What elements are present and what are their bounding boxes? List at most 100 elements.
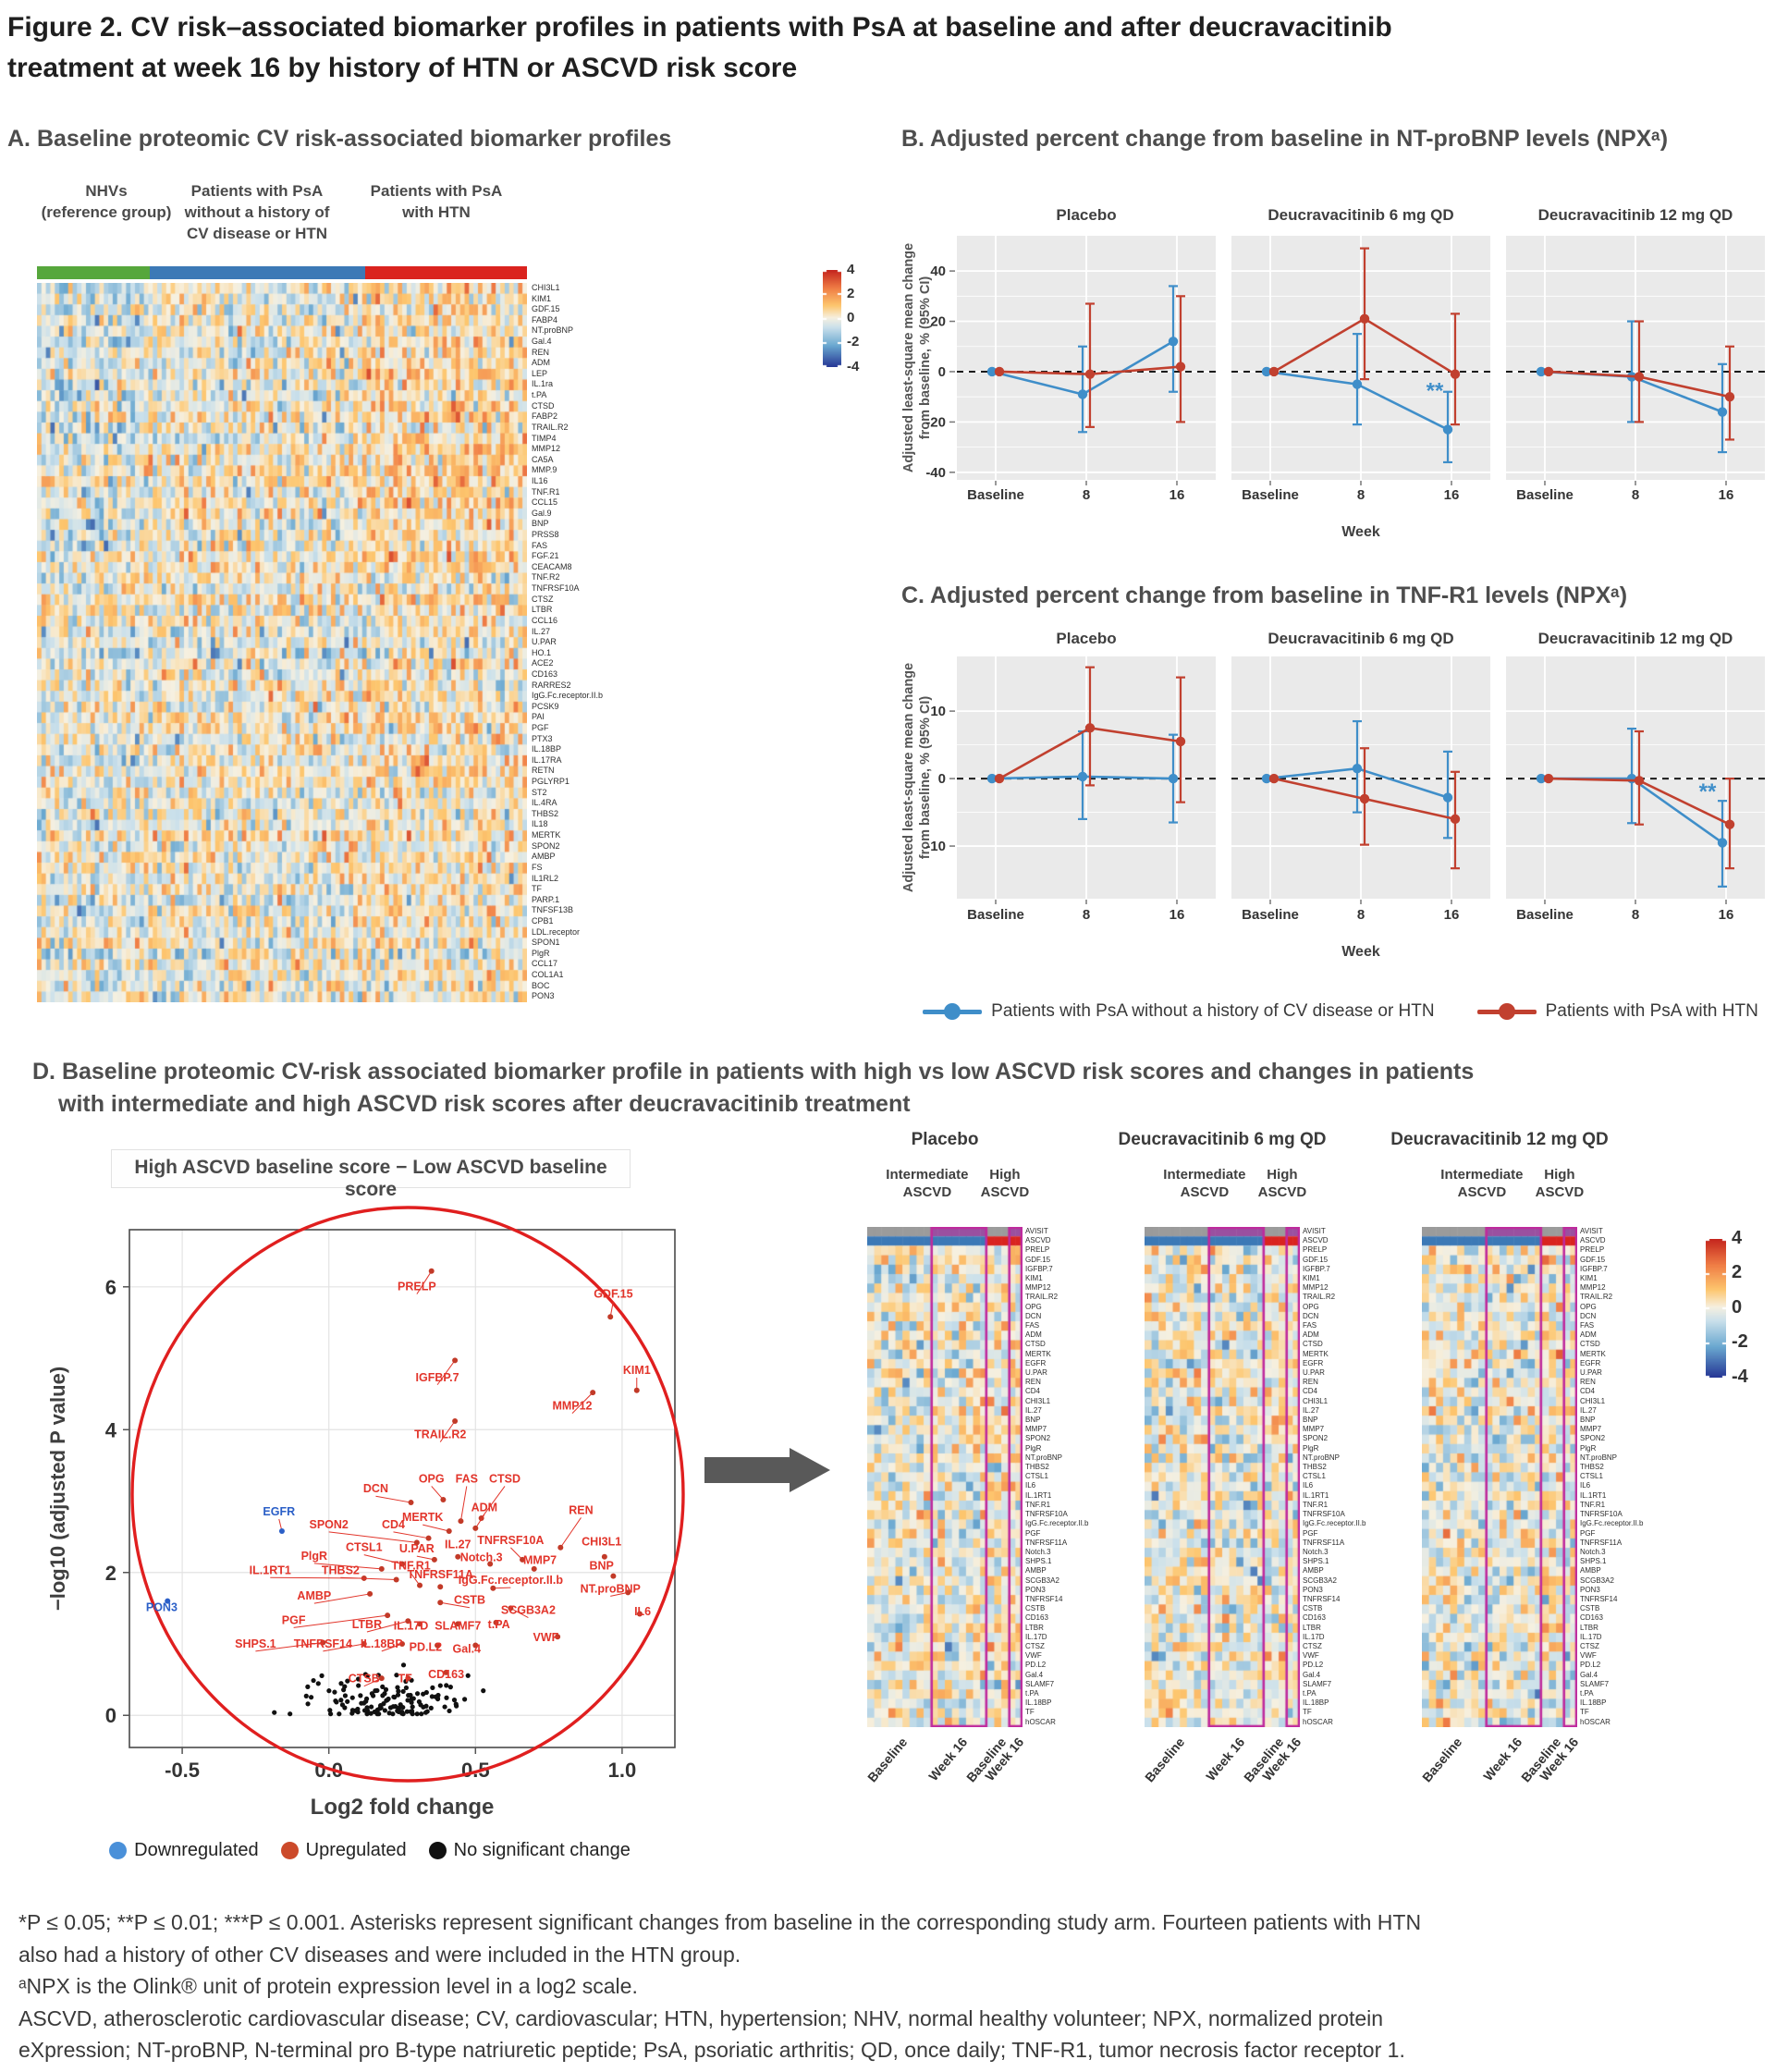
gene-point-label: BNP	[589, 1560, 613, 1573]
gene-label: GDF.15	[1303, 1255, 1329, 1264]
gene-label: PGF	[1025, 1528, 1041, 1538]
gene-label: THBS2	[1580, 1463, 1604, 1472]
x-tick-label: 8	[1632, 487, 1639, 503]
label-connector	[416, 1555, 435, 1561]
d-subgroup-label: High ASCVD	[1500, 1167, 1620, 1202]
gene-point	[443, 1669, 449, 1675]
gene-point-label: IGFBP.7	[416, 1371, 459, 1384]
gene-label: CEACAM8	[532, 561, 572, 571]
background-point	[380, 1693, 386, 1698]
gene-point-label: PGF	[282, 1613, 306, 1626]
gene-point	[610, 1573, 617, 1579]
background-point	[433, 1694, 438, 1699]
background-point	[327, 1711, 334, 1717]
background-point	[372, 1709, 377, 1715]
gene-point-label: Notch.3	[460, 1551, 503, 1563]
gene-point-label: EGFR	[263, 1505, 295, 1518]
colorbar-tick-label: 0	[847, 310, 855, 326]
gene-point-label: TNFRSF11A	[407, 1568, 473, 1581]
gene-point	[601, 1553, 607, 1560]
label-connector	[459, 1486, 468, 1522]
gene-label: ADM	[1580, 1330, 1597, 1340]
gene-point	[446, 1527, 452, 1534]
panel-d-title-line1: D. Baseline proteomic CV-risk associated…	[32, 1059, 1475, 1085]
gene-label: IL.1RT1	[1580, 1490, 1607, 1500]
gene-label: FS	[532, 862, 543, 872]
background-point	[326, 1688, 332, 1694]
gene-label: PGF	[1580, 1528, 1596, 1538]
gene-point-label: PON3	[146, 1600, 178, 1613]
background-point	[383, 1686, 389, 1692]
gene-point-label: KIM1	[623, 1364, 651, 1377]
gene-label: FABP2	[532, 411, 558, 422]
gene-point-label: MMP12	[552, 1400, 592, 1413]
gene-label: EGFR	[1303, 1358, 1324, 1367]
data-point	[1261, 366, 1272, 377]
x-tick-label: 16	[1444, 487, 1460, 503]
gene-label: TNFRSF10A	[1303, 1510, 1345, 1519]
gene-label: AVISIT	[1303, 1227, 1326, 1235]
d-heatmap-title-1: Deucravacitinib 6 mg QD	[1118, 1130, 1327, 1149]
data-point	[1536, 366, 1547, 377]
d-heatmap-title-2: Deucravacitinib 12 mg QD	[1390, 1130, 1609, 1149]
gene-point-label: TF	[398, 1673, 413, 1686]
volcano-title: High ASCVD baseline score − Low ASCVD ba…	[111, 1149, 631, 1200]
d-heatmap-canvas-1	[1145, 1227, 1300, 1727]
gene-label: TNFRSF14	[1580, 1594, 1618, 1603]
gene-label: MMP7	[1025, 1425, 1047, 1434]
background-point	[399, 1710, 405, 1716]
label-connector	[363, 1554, 403, 1564]
gene-label: FAS	[1025, 1321, 1040, 1330]
gene-label: CTSL1	[1580, 1472, 1603, 1481]
x-tick-label: 8	[1083, 907, 1090, 923]
gene-label: CD163	[1580, 1613, 1603, 1623]
data-point	[1268, 366, 1280, 377]
gene-label: CD163	[1025, 1613, 1048, 1623]
colorbar-tick-label: -2	[847, 334, 860, 350]
data-point	[1261, 773, 1272, 784]
panel-c-title: C. Adjusted percent change from baseline…	[901, 582, 1628, 608]
colorbar-tick-label: 2	[1732, 1262, 1743, 1283]
gene-label: DCN	[1580, 1311, 1597, 1320]
volcano-legend-item-0: Downregulated	[109, 1840, 259, 1861]
d-heatmap-title-0: Placebo	[911, 1130, 979, 1149]
gene-label: IL.1ra	[532, 379, 554, 389]
gene-point-label: ADM	[471, 1501, 497, 1514]
background-point	[400, 1705, 406, 1710]
gene-point-label: TNFRSF10A	[477, 1534, 544, 1547]
background-point	[311, 1677, 316, 1684]
gene-label: VWF	[1580, 1651, 1597, 1661]
panel-d-title-line2: with intermediate and high ASCVD risk sc…	[58, 1091, 911, 1117]
significance-marker: **	[1427, 379, 1444, 404]
gene-label: CTSD	[1580, 1340, 1600, 1349]
label-connector	[255, 1641, 324, 1652]
gene-label: PlgR	[1580, 1443, 1597, 1453]
background-point	[338, 1681, 344, 1686]
background-point	[305, 1701, 311, 1707]
gene-label: t.PA	[532, 390, 547, 400]
background-point	[334, 1699, 339, 1705]
group-label-line: with HTN	[402, 202, 471, 221]
gene-label: IL.17RA	[532, 754, 562, 765]
legend-dot-icon	[280, 1841, 299, 1859]
gene-point-label: CSTB	[454, 1594, 485, 1607]
gene-label: t.PA	[1303, 1688, 1317, 1698]
d-subgroup-label-line: Intermediate	[1163, 1167, 1246, 1183]
gene-label: ADM	[1303, 1330, 1319, 1340]
x-axis-title: Week	[1341, 524, 1380, 540]
background-point	[315, 1681, 321, 1686]
background-point	[341, 1687, 347, 1693]
colorbar-tick-label: 4	[1732, 1227, 1743, 1248]
x-tick-label: Baseline	[1242, 487, 1299, 503]
background-point	[430, 1685, 435, 1690]
background-point	[481, 1688, 486, 1694]
background-point	[342, 1705, 348, 1710]
gene-label: VWF	[1025, 1651, 1042, 1661]
gene-label: AVISIT	[1580, 1227, 1603, 1235]
background-point	[380, 1684, 386, 1689]
gene-label: CCL15	[532, 497, 558, 508]
gene-label: TNFRSF11A	[1303, 1538, 1345, 1547]
background-point	[368, 1710, 374, 1716]
gene-point-label: MERTK	[402, 1511, 443, 1524]
gene-label: FAS	[1303, 1321, 1317, 1330]
